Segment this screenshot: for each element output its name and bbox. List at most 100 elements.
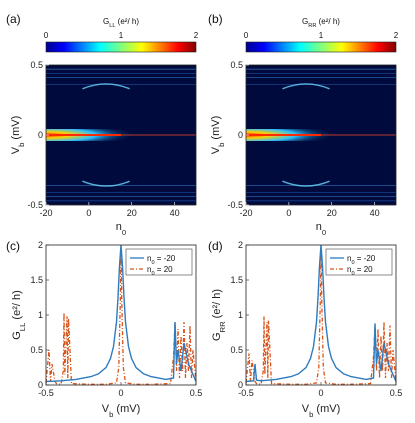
x-axis-label: n0 — [116, 221, 126, 237]
colorbar — [45, 41, 197, 53]
colorbar-label-sub: LL — [109, 23, 115, 29]
colorbar-tick-label: 1 — [119, 31, 124, 40]
y-tick-label: 1.5 — [30, 275, 43, 285]
y-axis-label-sub: LL — [18, 322, 27, 331]
legend-entry-main: n — [347, 265, 351, 274]
x-tick-label: -20 — [39, 208, 52, 218]
y-axis-label-rest: (mV) — [210, 116, 222, 143]
y-tick-label: 0 — [238, 380, 243, 390]
colorbar-label-main: G — [103, 17, 109, 26]
y-tick-label: 0.5 — [30, 345, 43, 355]
colorbar-label-main: G — [302, 17, 308, 26]
y-axis-label: Vb (mV) — [10, 116, 26, 155]
legend-entry-main: n — [147, 265, 151, 274]
y-axis-label: GRR (e²/ h) — [211, 289, 227, 341]
legend-entry-main: n — [147, 254, 151, 263]
x-axis-label-main: V — [102, 403, 110, 415]
series-n0-minus20-line — [245, 244, 397, 383]
x-tick-label: 20 — [127, 208, 137, 218]
colorbar — [245, 41, 397, 53]
series-n0-20-line — [245, 248, 397, 386]
legend-box — [125, 248, 193, 276]
heatmap-panel-a: (a) GLL (e²/ h) 0 1 2 -20 0 20 40 -0.5 0 0.5 n0 Vb (m… — [6, 12, 199, 237]
legend-entry-sub: 0 — [351, 260, 354, 266]
y-tick-label: 2 — [238, 240, 243, 250]
colorbar-label-sub: RR — [308, 23, 316, 29]
resonance-arc — [282, 180, 330, 187]
x-axis-label-sub: 0 — [322, 228, 326, 237]
y-axis-label-main: V — [10, 146, 22, 154]
colorbar-tick-label: 1 — [319, 31, 324, 40]
legend-entry-sub: 0 — [351, 271, 354, 277]
y-axis-label-sub: b — [217, 143, 226, 147]
x-tick-label: 0 — [86, 208, 91, 218]
y-tick-label: 0.5 — [230, 60, 243, 70]
legend-entry-sub: 0 — [151, 271, 154, 277]
y-tick-label: -0.5 — [227, 200, 243, 210]
y-tick-label: 0 — [38, 380, 43, 390]
x-tick-label: -20 — [239, 208, 252, 218]
colorbar-tick-label: 2 — [194, 31, 199, 40]
colorbar-label-rest: (e²/ h) — [316, 17, 340, 26]
panel-label: (a) — [6, 12, 21, 26]
x-axis-label: Vb (mV) — [102, 403, 141, 419]
colorbar-tick-label: 0 — [44, 31, 49, 40]
legend-entry-sub: 0 — [151, 260, 154, 266]
legend-entry: n0 = -20 — [347, 254, 376, 266]
y-tick-label: 0 — [38, 130, 43, 140]
x-tick-label: 40 — [370, 208, 380, 218]
legend-entry: n0 = 20 — [147, 265, 173, 277]
y-tick-label: 1 — [238, 310, 243, 320]
y-tick-label: 0.5 — [30, 60, 43, 70]
y-tick-label: 0.5 — [230, 345, 243, 355]
legend-entry-rest: = 20 — [155, 265, 174, 274]
legend-box — [325, 248, 393, 276]
x-axis-label-sub: b — [309, 410, 313, 419]
x-axis-label-sub: b — [109, 410, 113, 419]
x-axis-label-main: n — [316, 221, 322, 233]
series-n0-20-line — [45, 248, 197, 386]
y-axis-label: Vb (mV) — [210, 116, 226, 155]
colorbar-tick-label: 0 — [244, 31, 249, 40]
resonance-arc — [282, 83, 330, 90]
x-axis-label-rest: (mV) — [313, 403, 340, 415]
x-axis-label-sub: 0 — [122, 228, 126, 237]
x-axis-label-main: V — [302, 403, 310, 415]
x-tick-label: -0.5 — [238, 388, 254, 398]
x-tick-label: 0 — [318, 388, 323, 398]
colorbar-label: GRR (e²/ h) — [302, 17, 340, 29]
y-axis-label-rest: (e²/ h) — [211, 289, 223, 321]
y-axis-label: GLL (e²/ h) — [11, 290, 27, 340]
y-axis-label-sub: RR — [218, 321, 227, 333]
colorbar-tick-label: 2 — [394, 31, 399, 40]
panel-label: (d) — [208, 239, 223, 253]
legend-entry: n0 = 20 — [347, 265, 373, 277]
resonance-arc — [82, 180, 130, 187]
y-axis-label-main: G — [211, 332, 223, 341]
x-tick-label: 40 — [170, 208, 180, 218]
x-tick-label: 0.5 — [190, 388, 203, 398]
y-tick-label: 1 — [38, 310, 43, 320]
y-tick-label: 0 — [238, 130, 243, 140]
y-axis-label-rest: (mV) — [10, 116, 22, 143]
x-tick-label: 0 — [286, 208, 291, 218]
panel-label: (b) — [208, 12, 223, 26]
legend-entry-rest: = -20 — [355, 254, 376, 263]
y-axis-label-main: G — [11, 331, 23, 340]
legend-entry: n0 = -20 — [147, 254, 176, 266]
x-tick-label: -0.5 — [38, 388, 54, 398]
y-tick-label: 2 — [38, 240, 43, 250]
panel-label: (c) — [6, 239, 20, 253]
colorbar-label: GLL (e²/ h) — [103, 17, 139, 29]
x-axis-label: Vb (mV) — [302, 403, 341, 419]
legend-entry-rest: = -20 — [155, 254, 176, 263]
legend-entry-rest: = 20 — [355, 265, 374, 274]
legend-entry-main: n — [347, 254, 351, 263]
resonance-arc — [82, 83, 130, 90]
y-tick-label: -0.5 — [27, 200, 43, 210]
y-axis-label-main: V — [210, 146, 222, 154]
